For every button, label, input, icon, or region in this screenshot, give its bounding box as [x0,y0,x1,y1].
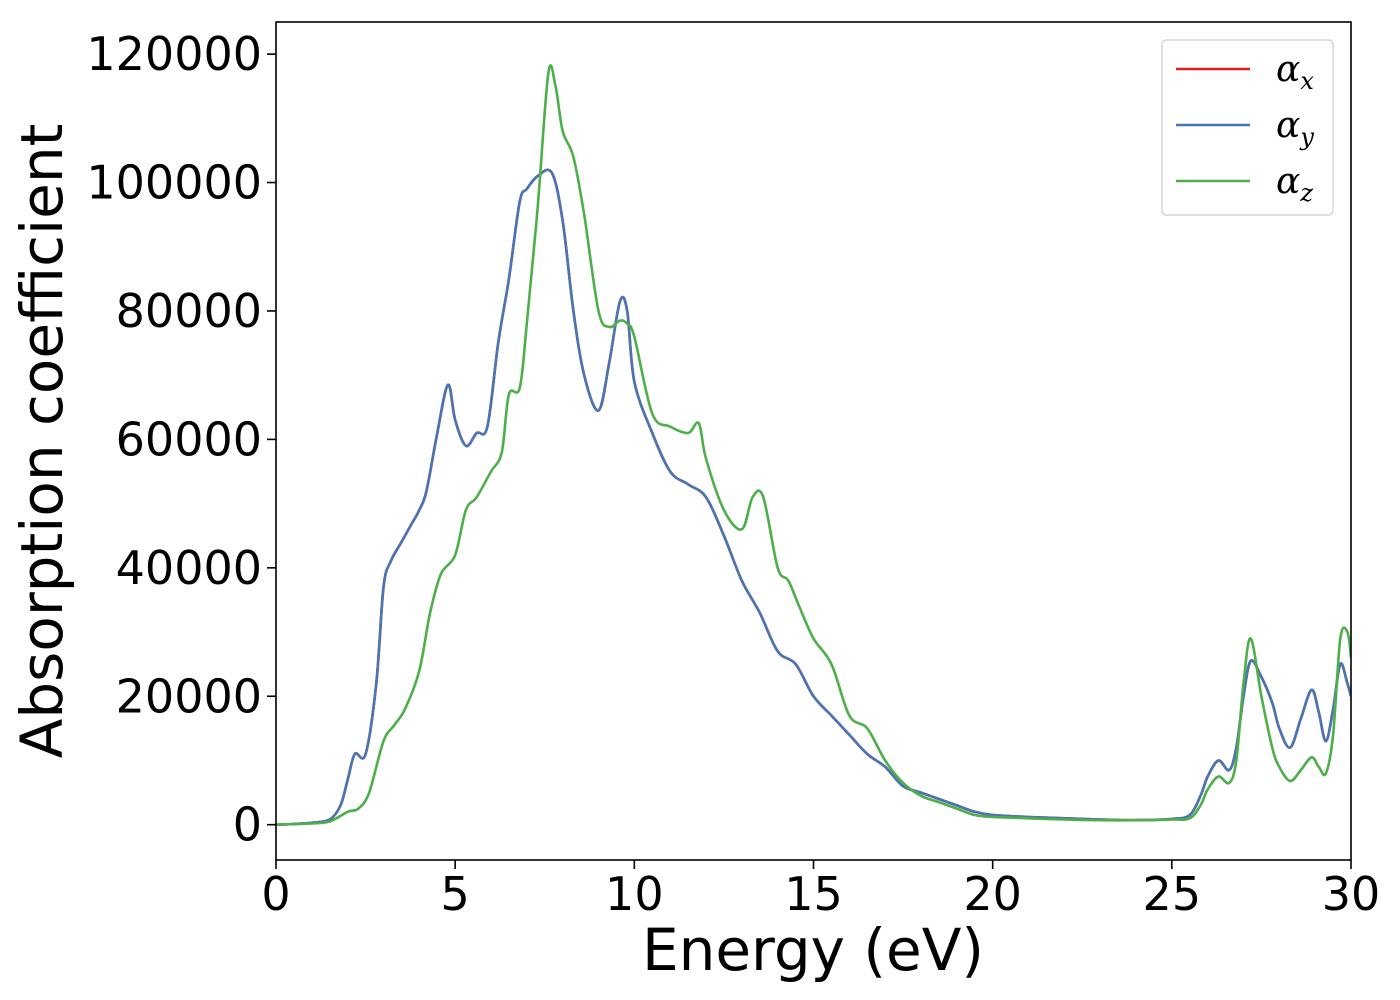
x-axis-label: Energy (eV) [642,916,984,984]
y-tick-label: 60000 [116,412,262,466]
x-tick-label: 15 [784,867,843,921]
y-tick-label: 80000 [116,284,262,338]
legend-box [1161,39,1334,216]
series-line-x [276,168,1351,826]
series-line-y [276,168,1351,826]
y-tick-label: 40000 [116,541,262,595]
series-line-z [276,64,1351,826]
series-layer [276,64,1351,826]
x-tick-label: 10 [605,867,664,921]
x-tick-label: 5 [441,867,470,921]
y-axis-ticks: 0 20000 40000 60000 80000 100000 120000 [86,27,276,852]
y-axis-label: Absorption coefficient [8,124,76,759]
x-axis-ticks: 0 5 10 15 20 25 30 [261,860,1380,921]
y-tick-label: 20000 [116,669,262,723]
y-tick-label: 100000 [86,156,262,210]
x-tick-label: 0 [261,867,290,921]
legend-label: αz [1276,161,1313,207]
y-tick-label: 120000 [86,27,262,81]
x-tick-label: 25 [1143,867,1202,921]
y-tick-label: 0 [233,798,262,852]
x-tick-label: 30 [1322,867,1381,921]
x-tick-label: 20 [963,867,1022,921]
